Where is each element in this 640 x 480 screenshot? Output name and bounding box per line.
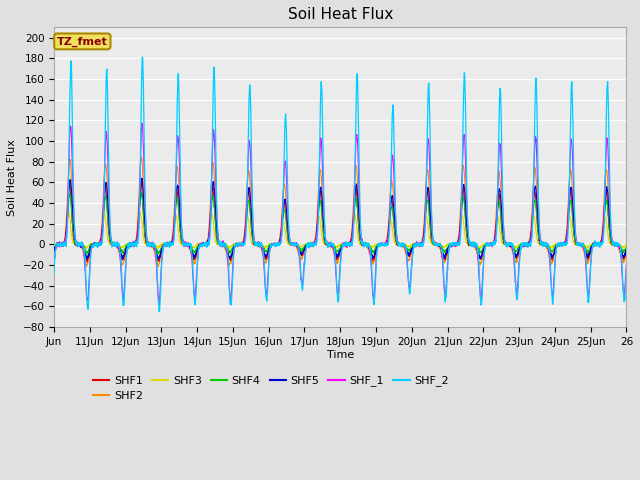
Text: TZ_fmet: TZ_fmet [57, 36, 108, 47]
Legend: SHF1, SHF2, SHF3, SHF4, SHF5, SHF_1, SHF_2: SHF1, SHF2, SHF3, SHF4, SHF5, SHF_1, SHF… [88, 371, 453, 406]
Title: Soil Heat Flux: Soil Heat Flux [287, 7, 393, 22]
Y-axis label: Soil Heat Flux: Soil Heat Flux [7, 139, 17, 216]
X-axis label: Time: Time [326, 349, 354, 360]
